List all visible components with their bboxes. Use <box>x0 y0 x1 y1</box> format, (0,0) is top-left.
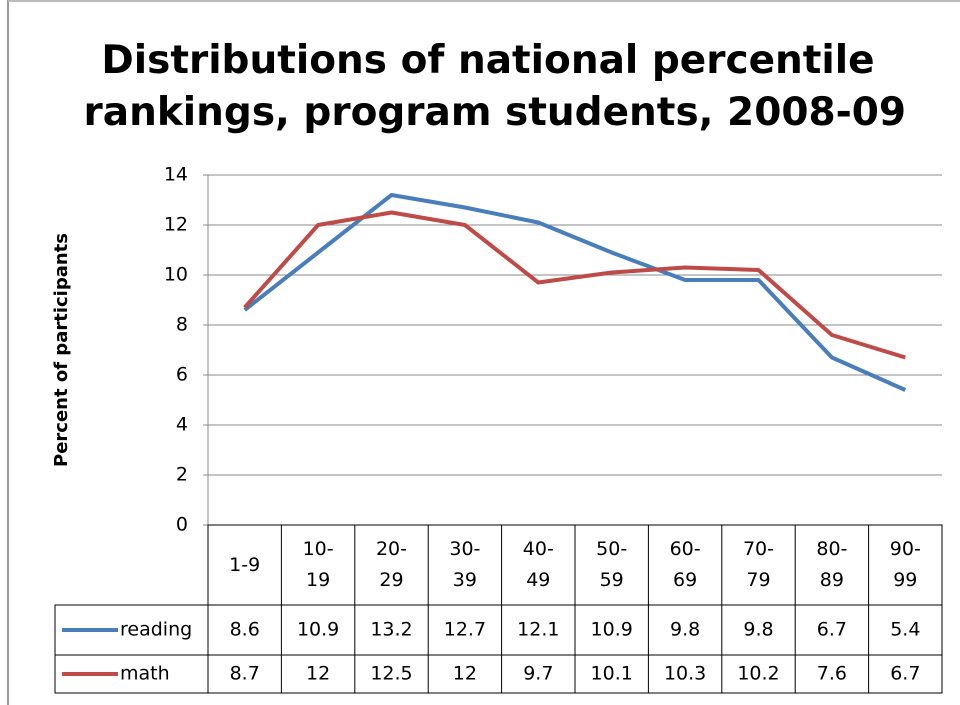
data-table-value: 10.2 <box>737 663 779 685</box>
x-tick-label: 40-49 <box>523 538 554 591</box>
y-tick-label: 12 <box>164 214 188 236</box>
data-table-value: 5.4 <box>890 619 920 641</box>
data-table-value: 6.7 <box>817 619 847 641</box>
x-tick-label: 1-9 <box>229 554 260 576</box>
data-table-value: 9.8 <box>670 619 700 641</box>
x-tick-label: 20-29 <box>376 538 407 591</box>
x-tick-label: 70-79 <box>743 538 774 591</box>
data-table-value: 8.7 <box>230 663 260 685</box>
x-tick-label: 60-69 <box>670 538 701 591</box>
data-table-value: 10.1 <box>591 663 633 685</box>
y-tick-label: 6 <box>176 364 188 386</box>
series-line <box>243 210 906 360</box>
y-tick-label: 4 <box>176 414 188 436</box>
y-tick-label: 0 <box>176 514 188 536</box>
x-tick-label: 30-39 <box>449 538 480 591</box>
data-table-value: 12.5 <box>370 663 412 685</box>
data-table-value: 10.9 <box>591 619 633 641</box>
data-table-value: 7.6 <box>817 663 847 685</box>
data-table-value: 8.6 <box>230 619 260 641</box>
data-table-value: 10.9 <box>297 619 339 641</box>
data-table-value: 13.2 <box>370 619 412 641</box>
data-table-value: 12.7 <box>444 619 486 641</box>
data-table-value: 12 <box>306 663 330 685</box>
data-table-value: 12 <box>453 663 477 685</box>
legend-label: math <box>120 663 170 685</box>
data-table-value: 10.3 <box>664 663 706 685</box>
y-tick-label: 10 <box>164 264 188 286</box>
x-tick-label: 10-19 <box>303 538 334 591</box>
y-axis-label: Percent of participants <box>51 233 72 467</box>
y-tick-label: 2 <box>176 464 188 486</box>
x-tick-label: 50-59 <box>596 538 627 591</box>
series-line <box>243 193 907 392</box>
x-tick-label: 80-89 <box>816 538 847 591</box>
x-tick-label: 90-99 <box>890 538 921 591</box>
data-table-value: 9.8 <box>743 619 773 641</box>
y-tick-label: 8 <box>176 314 188 336</box>
y-tick-label: 14 <box>164 164 188 186</box>
data-table-value: 9.7 <box>523 663 553 685</box>
legend-label: reading <box>120 619 192 641</box>
data-table-value: 12.1 <box>517 619 559 641</box>
chart-title: Distributions of national percentile ran… <box>70 38 906 135</box>
data-table-value: 6.7 <box>890 663 920 685</box>
table-cell <box>54 654 943 694</box>
